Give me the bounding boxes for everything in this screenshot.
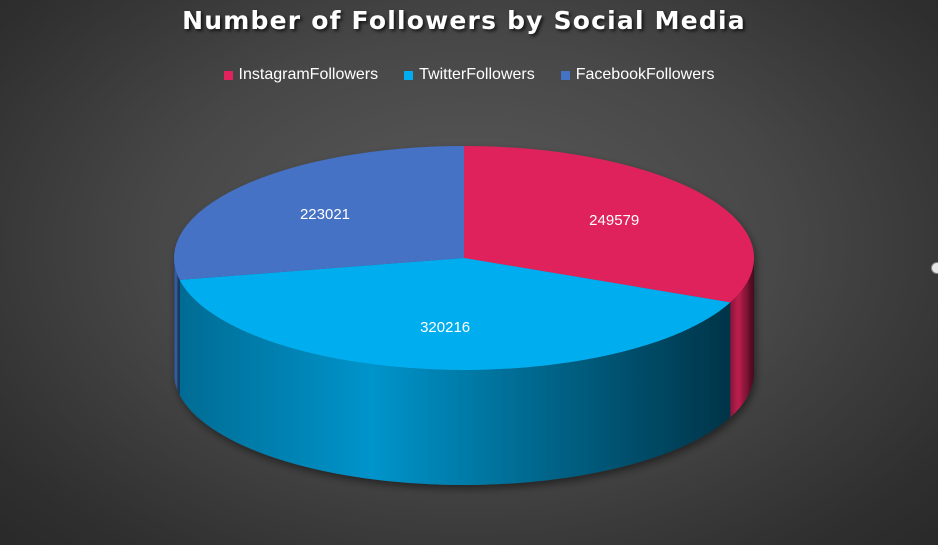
- legend-item-instagram[interactable]: InstagramFollowers: [223, 64, 379, 86]
- legend-label-facebook: FacebookFollowers: [575, 66, 715, 83]
- chart-title: Number of Followers by Social Media: [182, 6, 746, 35]
- pie-side-InstagramFollowers: [730, 258, 754, 418]
- pie-slice-InstagramFollowers[interactable]: [464, 146, 754, 303]
- pie-side-FacebookFollowers: [174, 258, 180, 395]
- pie-slice-TwitterFollowers[interactable]: [179, 258, 731, 370]
- data-label-TwitterFollowers: 320216: [420, 319, 470, 336]
- legend-swatch-twitter: [404, 70, 414, 80]
- legend-swatch-facebook: [560, 70, 570, 80]
- pie-side-TwitterFollowers: [179, 279, 731, 486]
- legend-swatch-instagram: [223, 70, 233, 80]
- legend-item-facebook[interactable]: FacebookFollowers: [560, 64, 715, 86]
- legend-item-twitter[interactable]: TwitterFollowers: [404, 64, 535, 86]
- data-label-FacebookFollowers: 223021: [300, 206, 350, 223]
- legend-label-instagram: InstagramFollowers: [238, 66, 379, 83]
- pie-slice-FacebookFollowers[interactable]: [174, 146, 465, 280]
- legend-label-twitter: TwitterFollowers: [419, 66, 535, 83]
- chart-resize-handle[interactable]: [931, 262, 938, 274]
- data-label-InstagramFollowers: 249579: [589, 212, 639, 229]
- legend: InstagramFollowers TwitterFollowers Face…: [0, 64, 938, 86]
